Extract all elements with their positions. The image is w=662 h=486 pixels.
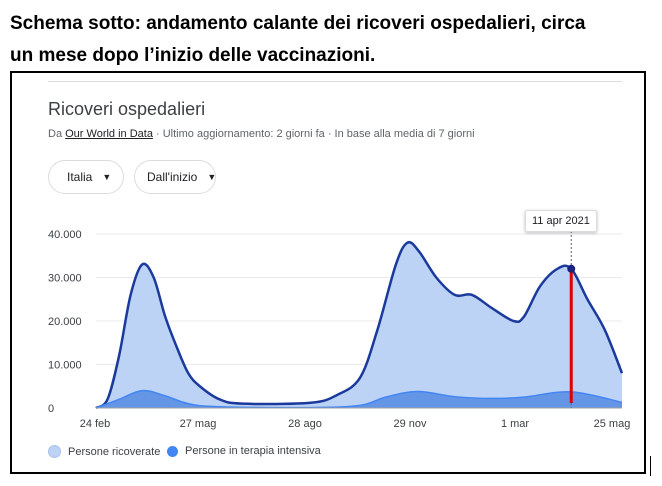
x-tick-label: 24 feb — [80, 418, 111, 430]
y-tick-label: 20.000 — [48, 316, 82, 328]
card-title: Ricoveri ospedalieri — [48, 99, 206, 119]
legend-label: Persone in terapia intensiva — [185, 445, 321, 457]
highlight-point — [567, 264, 576, 273]
divider — [48, 81, 622, 82]
y-tick-label: 0 — [48, 403, 54, 415]
range-dropdown[interactable]: Dall'inizio ▼ — [134, 160, 216, 194]
x-tick-label: 28 ago — [288, 418, 322, 430]
chart-card: Ricoveri ospedalieri Da Our World in Dat… — [10, 71, 646, 474]
hospitalization-chart[interactable]: 0 10.000 20.000 30.000 40.000 24 feb 27 mag 28 … — [12, 73, 644, 472]
legend-item-hospitalized: Persone ricoverate — [48, 445, 160, 458]
subtitle-suffix: · Ultimo aggiornamento: 2 giorni fa · In… — [152, 128, 475, 140]
y-tick-label: 30.000 — [48, 273, 82, 285]
caret-down-icon: ▼ — [207, 172, 217, 182]
caption-line-1: Schema sotto: andamento calante dei rico… — [10, 13, 586, 34]
legend-swatch — [48, 445, 61, 458]
legend-label: Persone ricoverate — [68, 445, 161, 458]
range-dropdown-label: Dall'inizio — [147, 170, 198, 184]
card-subtitle: Da Our World in Data · Ultimo aggiorname… — [48, 128, 475, 140]
caption-line-2: un mese dopo l’inizio delle vaccinazioni… — [10, 45, 376, 66]
icu-area — [96, 390, 622, 408]
legend-item-icu: Persone in terapia intensiva — [167, 445, 321, 457]
y-tick-label: 10.000 — [48, 360, 82, 372]
divider — [650, 456, 651, 476]
subtitle-prefix: Da — [48, 128, 66, 140]
x-tick-label: 1 mar — [501, 418, 529, 430]
x-tick-label: 27 mag — [180, 418, 217, 430]
caption: Schema sotto: andamento calante dei rico… — [10, 8, 658, 72]
source-link[interactable]: Our World in Data — [65, 128, 153, 140]
y-tick-label: 40.000 — [48, 229, 82, 241]
country-dropdown[interactable]: Italia ▼ — [48, 160, 124, 194]
x-tick-label: 25 mag — [594, 418, 631, 430]
legend-swatch — [167, 445, 178, 457]
icu-line — [95, 389, 623, 409]
caret-down-icon: ▼ — [102, 172, 112, 182]
date-tooltip: 11 apr 2021 — [525, 210, 597, 232]
country-dropdown-label: Italia — [67, 170, 93, 184]
hospitalized-area — [96, 242, 622, 408]
x-tick-label: 29 nov — [393, 418, 427, 430]
hospitalized-line — [95, 240, 624, 410]
